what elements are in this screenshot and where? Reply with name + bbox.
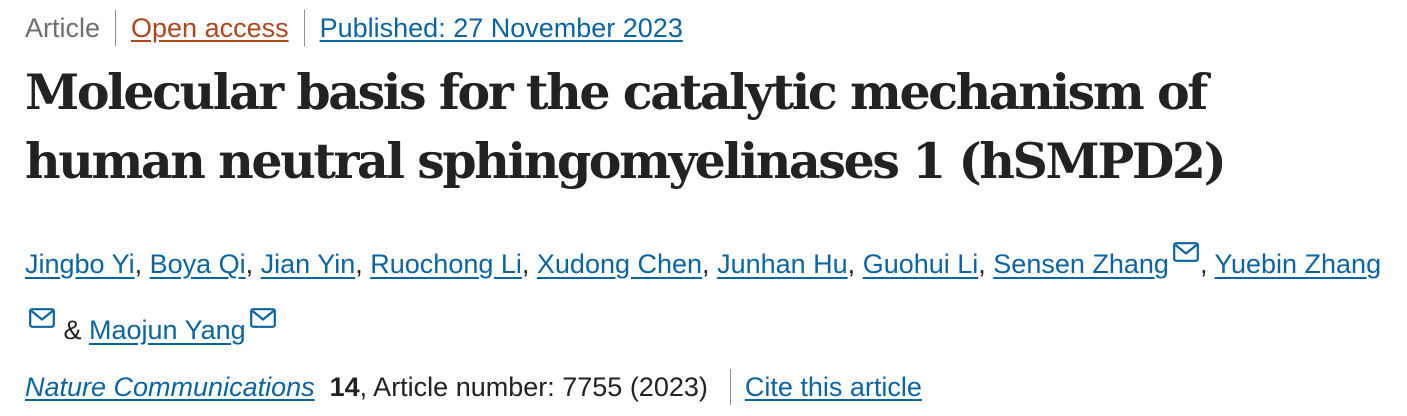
author-separator: , [245,249,261,279]
author-separator: , [978,249,994,279]
volume-number: 14 [329,372,360,402]
author-link[interactable]: Sensen Zhang [993,249,1169,279]
open-access-link[interactable]: Open access [131,13,289,43]
author-link[interactable]: Yuebin Zhang [1214,249,1382,279]
author-link[interactable]: Ruochong Li [370,249,522,279]
author-separator: , [521,249,537,279]
author-link[interactable]: Jian Yin [260,249,356,279]
cite-this-article-link[interactable]: Cite this article [744,372,922,402]
article-title: Molecular basis for the catalytic mechan… [25,63,1227,190]
author-separator: , [847,249,863,279]
email-icon[interactable] [1173,226,1199,262]
author-separator: , [355,249,371,279]
author-link[interactable]: Boya Qi [149,249,246,279]
published-date-link[interactable]: Published: 27 November 2023 [319,13,683,43]
citation-line: Nature Communications 14 , Article numbe… [25,367,922,407]
email-icon[interactable] [249,292,276,328]
article-number: , Article number: 7755 (2023) [359,372,708,402]
author-link[interactable]: Junhan Hu [717,249,848,279]
article-meta: Article Open access Published: 27 Novemb… [25,8,683,48]
meta-divider [303,10,305,46]
citation-divider [729,369,731,405]
author-separator: , [134,249,150,279]
author-link[interactable]: Jingbo Yi [25,249,135,279]
author-link[interactable]: Xudong Chen [536,249,703,279]
meta-divider [115,10,117,46]
journal-link[interactable]: Nature Communications [25,372,315,402]
author-list: Jingbo Yi, Boya Qi, Jian Yin, Ruochong L… [25,226,1395,358]
author-last-joiner: & [56,315,90,345]
author-link[interactable]: Guohui Li [862,249,979,279]
author-link[interactable]: Maojun Yang [89,315,246,345]
article-type: Article [25,13,101,43]
author-separator: , [1199,249,1215,279]
email-icon[interactable] [29,292,55,328]
author-separator: , [702,249,718,279]
